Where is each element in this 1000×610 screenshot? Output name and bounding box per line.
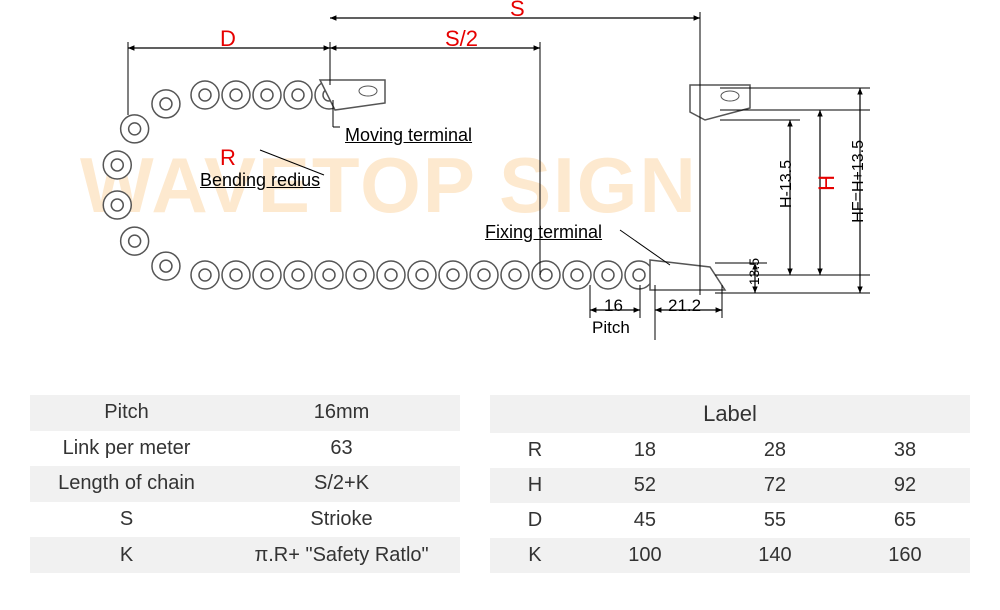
- label-cell: 52: [580, 468, 710, 503]
- label-cell: 28: [710, 433, 840, 468]
- spec-cell: 63: [223, 431, 460, 467]
- moving-label: Moving terminal: [345, 125, 472, 146]
- bending-label: Bending redius: [200, 170, 320, 191]
- dim-R: R: [220, 145, 236, 171]
- spec-table: Pitch16mmLink per meter63Length of chain…: [30, 395, 460, 573]
- label-cell: 65: [840, 503, 970, 538]
- label-cell: 92: [840, 468, 970, 503]
- spec-cell: Pitch: [30, 395, 223, 431]
- label-cell: R: [490, 433, 580, 468]
- label-header: Label: [490, 395, 970, 433]
- label-cell: 55: [710, 503, 840, 538]
- spec-cell: π.R+ "Safety Ratlo": [223, 537, 460, 573]
- dim-S: S: [510, 0, 525, 22]
- tables-container: Pitch16mmLink per meter63Length of chain…: [30, 395, 970, 573]
- dim-H: H: [814, 175, 840, 191]
- dim-13: 13.5: [746, 258, 762, 285]
- spec-cell: 16mm: [223, 395, 460, 431]
- dim-D: D: [220, 26, 236, 52]
- dim-HF: HF=H+13.5: [850, 140, 868, 223]
- label-table: LabelR182838 H527292 D455565 K100140160: [490, 395, 970, 573]
- label-cell: 160: [840, 538, 970, 573]
- label-cell: 38: [840, 433, 970, 468]
- label-cell: 140: [710, 538, 840, 573]
- spec-cell: Link per meter: [30, 431, 223, 467]
- spec-cell: S/2+K: [223, 466, 460, 502]
- label-cell: D: [490, 503, 580, 538]
- label-cell: 45: [580, 503, 710, 538]
- dim-16: 16: [604, 296, 623, 316]
- dim-S2: S/2: [445, 26, 478, 52]
- label-cell: H: [490, 468, 580, 503]
- fixing-label: Fixing terminal: [485, 222, 602, 243]
- label-cell: 72: [710, 468, 840, 503]
- label-cell: K: [490, 538, 580, 573]
- pitch-label: Pitch: [592, 318, 630, 338]
- spec-cell: K: [30, 537, 223, 573]
- label-cell: 18: [580, 433, 710, 468]
- spec-cell: S: [30, 502, 223, 538]
- spec-cell: Length of chain: [30, 466, 223, 502]
- dim-Hminus: H-13.5: [778, 160, 796, 208]
- diagram-area: WAVETOP SIGN D S S/2 R Bending redius Mo…: [0, 0, 1000, 380]
- spec-cell: Strioke: [223, 502, 460, 538]
- label-cell: 100: [580, 538, 710, 573]
- dim-21: 21.2: [668, 296, 701, 316]
